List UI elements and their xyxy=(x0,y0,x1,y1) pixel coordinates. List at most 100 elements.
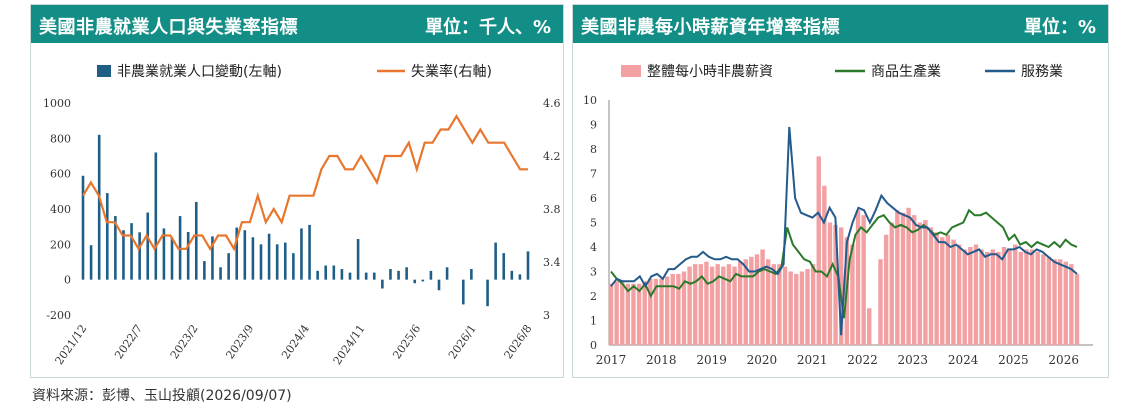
jobs-bar xyxy=(356,239,360,280)
jobs-bar xyxy=(510,270,514,280)
legend-label-goods: 商品生產業 xyxy=(871,63,941,80)
left-y-tick-label: 1000 xyxy=(43,97,71,110)
jobs-bar xyxy=(114,216,117,280)
total-wage-bar xyxy=(878,259,883,345)
total-wage-bar xyxy=(614,281,619,345)
jobs-bar xyxy=(186,231,190,280)
y-tick-label: 8 xyxy=(590,143,597,156)
total-wage-bar xyxy=(805,269,810,345)
jobs-bar xyxy=(502,253,506,280)
right-chart-panel: 美國非農每小時薪資年增率指標 單位：% 整體每小時非農薪資 商品生產業 服務業 0 1 2… xyxy=(572,4,1109,378)
jobs-bar xyxy=(494,242,497,280)
jobs-bar xyxy=(518,274,522,280)
jobs-bar xyxy=(211,236,214,280)
total-wage-bar xyxy=(1063,261,1068,345)
total-wage-bar xyxy=(642,281,647,345)
right-y-tick-label: 3 xyxy=(543,309,550,322)
jobs-bar xyxy=(292,253,295,280)
jobs-bar xyxy=(348,272,352,280)
jobs-bar xyxy=(308,224,311,280)
right-y-tick-label: 4.2 xyxy=(543,150,561,163)
jobs-bar xyxy=(421,279,425,282)
left-chart-panel: 美國非農就業人口與失業率指標 單位：千人、% 非農業就業人口變動(左軸) 失業率(… xyxy=(30,4,564,378)
jobs-bar xyxy=(275,244,279,280)
total-wage-bar xyxy=(1018,251,1024,345)
jobs-bar xyxy=(437,279,441,291)
legend-label-unemployment: 失業率(右軸) xyxy=(411,63,492,80)
total-wage-bar xyxy=(838,227,844,345)
jobs-bar xyxy=(389,269,392,280)
x-tick-label: 2026/8 xyxy=(502,322,535,361)
jobs-bar xyxy=(105,193,109,280)
total-wage-bar xyxy=(1001,247,1007,345)
total-wage-bar xyxy=(676,273,681,345)
total-wage-bar xyxy=(794,273,799,345)
total-wage-bar xyxy=(861,215,866,345)
left-y-tick-label: 600 xyxy=(50,168,71,181)
x-tick-label: 2021/12 xyxy=(53,322,90,367)
x-tick-label: 2022/7 xyxy=(112,322,145,361)
jobs-bar xyxy=(203,261,206,280)
total-wage-bar xyxy=(895,210,900,345)
total-wage-bar xyxy=(664,276,670,345)
x-tick-label: 2023/2 xyxy=(168,322,201,361)
legend-swatch-total-wages xyxy=(621,65,641,77)
jobs-bar xyxy=(154,152,158,280)
source-note: 資料來源：彭博、玉山投顧(2026/09/07) xyxy=(32,388,292,404)
total-wage-bar xyxy=(1024,249,1029,345)
total-wage-bar xyxy=(900,212,906,345)
total-wage-bar xyxy=(732,266,737,345)
left-y-tick-label: 400 xyxy=(50,203,71,216)
y-tick-label: 0 xyxy=(590,339,597,352)
total-wage-bar xyxy=(766,259,771,345)
total-wage-bar xyxy=(754,254,760,345)
x-tick-label: 2025/6 xyxy=(390,322,423,361)
legend-label-total-wages: 整體每小時非農薪資 xyxy=(647,64,773,80)
goods-line xyxy=(610,208,1078,319)
y-tick-label: 7 xyxy=(590,168,597,181)
total-wage-bar xyxy=(749,256,754,345)
total-wage-bar xyxy=(923,220,928,345)
total-wage-bar xyxy=(973,244,979,345)
total-wage-bar xyxy=(962,249,967,345)
total-wage-bar xyxy=(1041,254,1046,345)
y-tick-label: 10 xyxy=(583,94,597,107)
y-tick-label: 4 xyxy=(590,241,597,254)
x-tick-label: 2024 xyxy=(948,353,979,367)
total-wage-bar xyxy=(721,266,726,345)
total-wage-bar xyxy=(928,227,934,345)
jobs-bar xyxy=(170,237,174,280)
jobs-bar xyxy=(146,212,150,280)
total-wage-bar xyxy=(608,283,614,345)
jobs-bar xyxy=(372,272,376,280)
total-wage-bar xyxy=(822,185,827,345)
total-wage-bar xyxy=(956,244,962,345)
total-wage-bar xyxy=(934,232,939,345)
x-tick-label: 2024/4 xyxy=(279,322,312,361)
jobs-bar xyxy=(413,279,417,284)
x-tick-label: 2023/9 xyxy=(223,322,256,361)
x-tick-label: 2018 xyxy=(646,353,677,367)
right-chart-plot: 整體每小時非農薪資 商品生產業 服務業 0 1 2 3 4 5 6 7 8 9 10 2017 2018 201… xyxy=(583,63,1093,367)
total-wage-bar xyxy=(911,215,917,345)
total-wage-bar xyxy=(945,234,951,345)
jobs-bar xyxy=(340,269,344,280)
jobs-bar xyxy=(332,265,336,280)
y-tick-label: 2 xyxy=(590,290,597,303)
total-wage-bar xyxy=(850,244,855,345)
total-wage-bar xyxy=(681,271,687,345)
x-tick-label: 2022 xyxy=(847,353,878,367)
legend-swatch-jobs xyxy=(97,65,111,77)
jobs-bar xyxy=(251,237,255,280)
right-y-tick-label: 4.6 xyxy=(543,97,561,110)
jobs-bar xyxy=(300,228,303,280)
total-wage-bar xyxy=(810,264,816,345)
total-wage-bar xyxy=(940,237,945,345)
right-y-tick-label: 3.4 xyxy=(543,256,561,269)
total-wage-bar xyxy=(648,278,653,345)
jobs-bar xyxy=(470,269,473,280)
total-wage-bar xyxy=(867,308,872,345)
total-wage-bar xyxy=(883,234,889,345)
left-y-tick-label: 800 xyxy=(50,132,71,145)
right-chart-title: 美國非農每小時薪資年增率指標 xyxy=(581,17,840,38)
